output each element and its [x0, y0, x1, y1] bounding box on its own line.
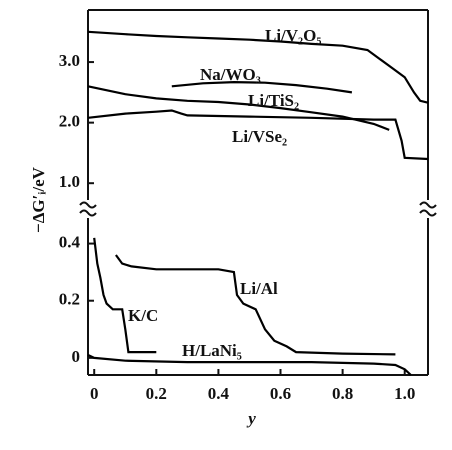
y-tick-label: 0.4	[59, 232, 81, 251]
x-tick-label: 0	[90, 384, 99, 403]
y-tick-label: 0.2	[59, 290, 80, 309]
data-line	[87, 354, 412, 376]
y-tick-label: 1.0	[59, 172, 80, 191]
y-tick-label: 2.0	[59, 112, 80, 131]
x-tick-label: 1.0	[394, 384, 415, 403]
data-line	[93, 237, 157, 354]
series-label: Li/VSe₂	[232, 127, 287, 146]
y-axis-label: −ΔG′ᵢ/eV	[29, 166, 48, 233]
axis-break	[79, 201, 97, 217]
series-label: Na/WO₃	[200, 65, 261, 84]
y-tick-label: 0	[72, 347, 81, 366]
data-line	[87, 85, 390, 131]
y-tick-label: 3.0	[59, 51, 80, 70]
x-tick-label: 0.2	[146, 384, 167, 403]
series-label: Li/TiS₂	[248, 91, 299, 110]
data-line	[87, 109, 429, 161]
axis-break	[419, 201, 437, 217]
data-line	[171, 80, 353, 94]
series-label: H/LaNi₅	[182, 341, 242, 360]
x-tick-label: 0.4	[208, 384, 230, 403]
data-line	[115, 254, 396, 356]
series-label: Li/Al	[240, 279, 278, 298]
series-label: K/C	[128, 306, 158, 325]
series-label: Li/V₂O₅	[265, 26, 321, 45]
x-tick-label: 0.8	[332, 384, 353, 403]
data-line	[87, 30, 429, 104]
x-tick-label: 0.6	[270, 384, 291, 403]
x-axis-label: y	[246, 409, 256, 428]
